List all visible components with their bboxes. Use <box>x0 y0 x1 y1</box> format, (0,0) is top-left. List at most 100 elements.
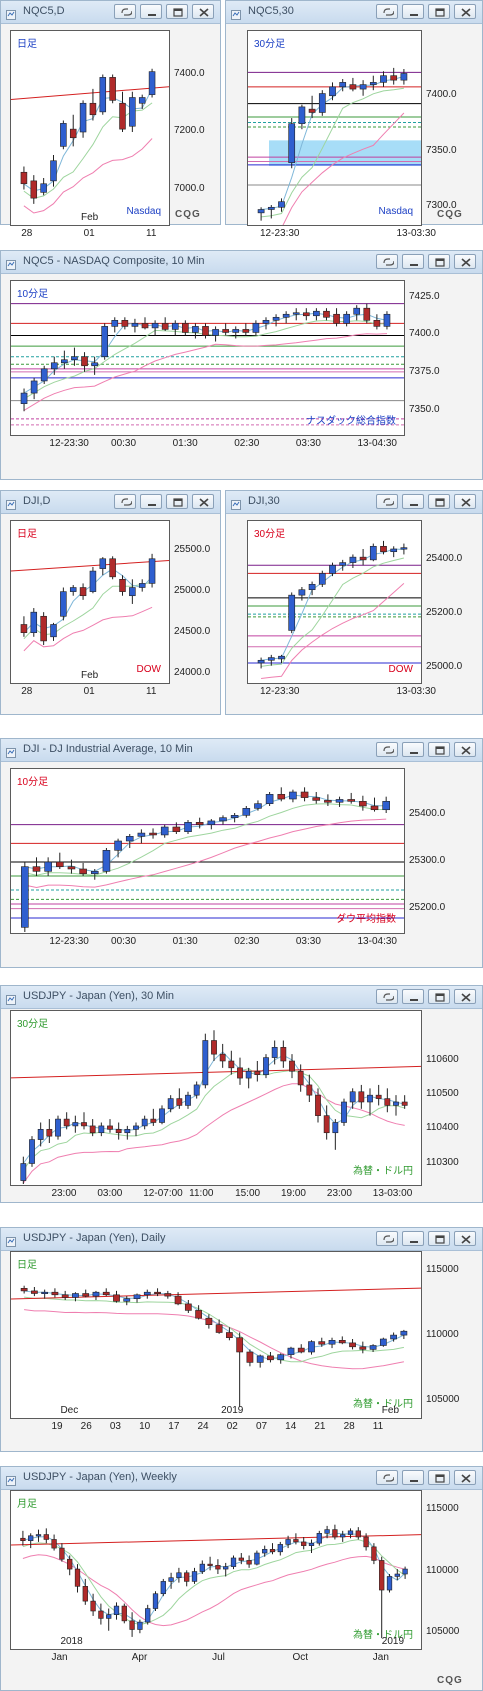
window-menu-icon[interactable] <box>6 257 16 270</box>
candle-body <box>55 1118 61 1137</box>
candle-body <box>161 323 169 330</box>
link-button[interactable] <box>376 1470 398 1485</box>
restore-button[interactable] <box>428 494 450 509</box>
candle-body <box>28 1535 34 1541</box>
minimize-icon <box>148 14 156 16</box>
plot-area[interactable]: 30分足 Nasdaq <box>247 30 422 226</box>
x-tick-label: 12-23:30 <box>260 686 300 697</box>
close-icon <box>461 746 471 755</box>
window-title: NQC5 - NASDAQ Composite, 10 Min <box>23 255 205 267</box>
window-title-bar[interactable]: USDJPY - Japan (Yen), Daily <box>1 1228 482 1251</box>
candlestick-chart <box>11 787 404 932</box>
plot-area[interactable]: 30分足 DOW <box>247 520 422 684</box>
plot-area[interactable]: 日足 DOW Feb <box>10 520 170 684</box>
plot-area[interactable]: 10分足 ナスダック総合指数 <box>10 280 405 436</box>
plot-area[interactable]: 月足 為替・ドル円 2018 2019 <box>10 1490 422 1650</box>
window-title-bar[interactable]: DJI,30 <box>226 491 482 514</box>
window-title-bar[interactable]: DJI,D <box>1 491 220 514</box>
y-tick-label: 110500 <box>426 1088 459 1100</box>
window-title-bar[interactable]: NQC5,30 <box>226 1 482 24</box>
timeframe-label: 30分足 <box>17 1019 49 1030</box>
link-button[interactable] <box>376 494 398 509</box>
window-menu-icon[interactable] <box>6 497 16 510</box>
link-button[interactable] <box>376 1231 398 1246</box>
y-tick-label: 115000 <box>426 1502 459 1514</box>
candle-body <box>338 1340 346 1344</box>
window-title-bar[interactable]: USDJPY - Japan (Yen), 30 Min <box>1 986 482 1009</box>
minimize-button[interactable] <box>402 1470 424 1485</box>
candle-body <box>353 307 361 315</box>
window-menu-icon[interactable] <box>231 497 241 510</box>
link-button[interactable] <box>376 742 398 757</box>
close-icon <box>199 498 209 507</box>
candle-body <box>192 326 199 333</box>
window-title-bar[interactable]: DJI - DJ Industrial Average, 10 Min <box>1 739 482 762</box>
close-button[interactable] <box>454 1470 476 1485</box>
close-button[interactable] <box>192 4 214 19</box>
plot-area[interactable]: 30分足 為替・ドル円 <box>10 1010 422 1186</box>
candle-body <box>254 803 262 809</box>
window-menu-icon[interactable] <box>6 7 16 20</box>
close-button[interactable] <box>454 494 476 509</box>
candle-body <box>69 128 77 139</box>
restore-button[interactable] <box>428 4 450 19</box>
window-menu-icon[interactable] <box>231 7 241 20</box>
close-button[interactable] <box>454 4 476 19</box>
window-menu-icon[interactable] <box>6 992 16 1005</box>
y-tick-label: 105000 <box>426 1394 460 1406</box>
candle-body <box>143 1291 151 1296</box>
minimize-icon <box>410 752 418 754</box>
candle-body <box>329 86 336 97</box>
candle-body <box>107 1125 113 1130</box>
window-menu-icon[interactable] <box>6 745 16 758</box>
minimize-button[interactable] <box>402 4 424 19</box>
candle-body <box>222 329 229 333</box>
restore-button[interactable] <box>428 989 450 1004</box>
restore-button[interactable] <box>428 254 450 269</box>
candle-body <box>106 1614 112 1619</box>
link-button[interactable] <box>376 4 398 19</box>
y-tick-label: 110000 <box>426 1564 459 1576</box>
link-button[interactable] <box>376 989 398 1004</box>
window-title-bar[interactable]: NQC5 - NASDAQ Composite, 10 Min <box>1 251 482 274</box>
restore-button[interactable] <box>428 1470 450 1485</box>
minimize-button[interactable] <box>402 1231 424 1246</box>
candle-body <box>308 1341 315 1353</box>
window-title-bar[interactable]: USDJPY - Japan (Yen), Weekly <box>1 1467 482 1490</box>
close-button[interactable] <box>454 742 476 757</box>
candle-body <box>298 106 306 124</box>
link-button[interactable] <box>114 4 136 19</box>
minimize-icon <box>410 1241 418 1243</box>
close-icon <box>199 8 209 17</box>
candle-body <box>20 171 28 185</box>
minimize-button[interactable] <box>402 989 424 1004</box>
window-menu-icon[interactable] <box>6 1234 16 1247</box>
candle-body <box>359 801 367 807</box>
link-button[interactable] <box>114 494 136 509</box>
window-menu-icon[interactable] <box>6 1473 16 1486</box>
candle-body <box>263 1057 269 1075</box>
window-title-bar[interactable]: NQC5,D <box>1 1 220 24</box>
minimize-button[interactable] <box>402 494 424 509</box>
restore-button[interactable] <box>428 742 450 757</box>
close-button[interactable] <box>454 989 476 1004</box>
minimize-button[interactable] <box>140 494 162 509</box>
restore-button[interactable] <box>166 494 188 509</box>
y-tick-label: 25500.0 <box>174 543 211 555</box>
minimize-button[interactable] <box>402 254 424 269</box>
restore-button[interactable] <box>428 1231 450 1246</box>
y-tick-label: 7400.0 <box>426 88 457 100</box>
plot-area[interactable]: 日足 Nasdaq Feb <box>10 30 170 226</box>
close-button[interactable] <box>454 1231 476 1246</box>
candle-body <box>185 1094 191 1106</box>
minimize-button[interactable] <box>402 742 424 757</box>
minimize-button[interactable] <box>140 4 162 19</box>
close-button[interactable] <box>454 254 476 269</box>
plot-area[interactable]: 10分足 ダウ平均指数 <box>10 768 405 934</box>
close-icon <box>461 8 471 17</box>
link-icon <box>383 498 394 506</box>
close-button[interactable] <box>192 494 214 509</box>
plot-area[interactable]: 日足 為替・ドル円 Dec 2019 Feb <box>10 1251 422 1419</box>
link-button[interactable] <box>376 254 398 269</box>
restore-button[interactable] <box>166 4 188 19</box>
